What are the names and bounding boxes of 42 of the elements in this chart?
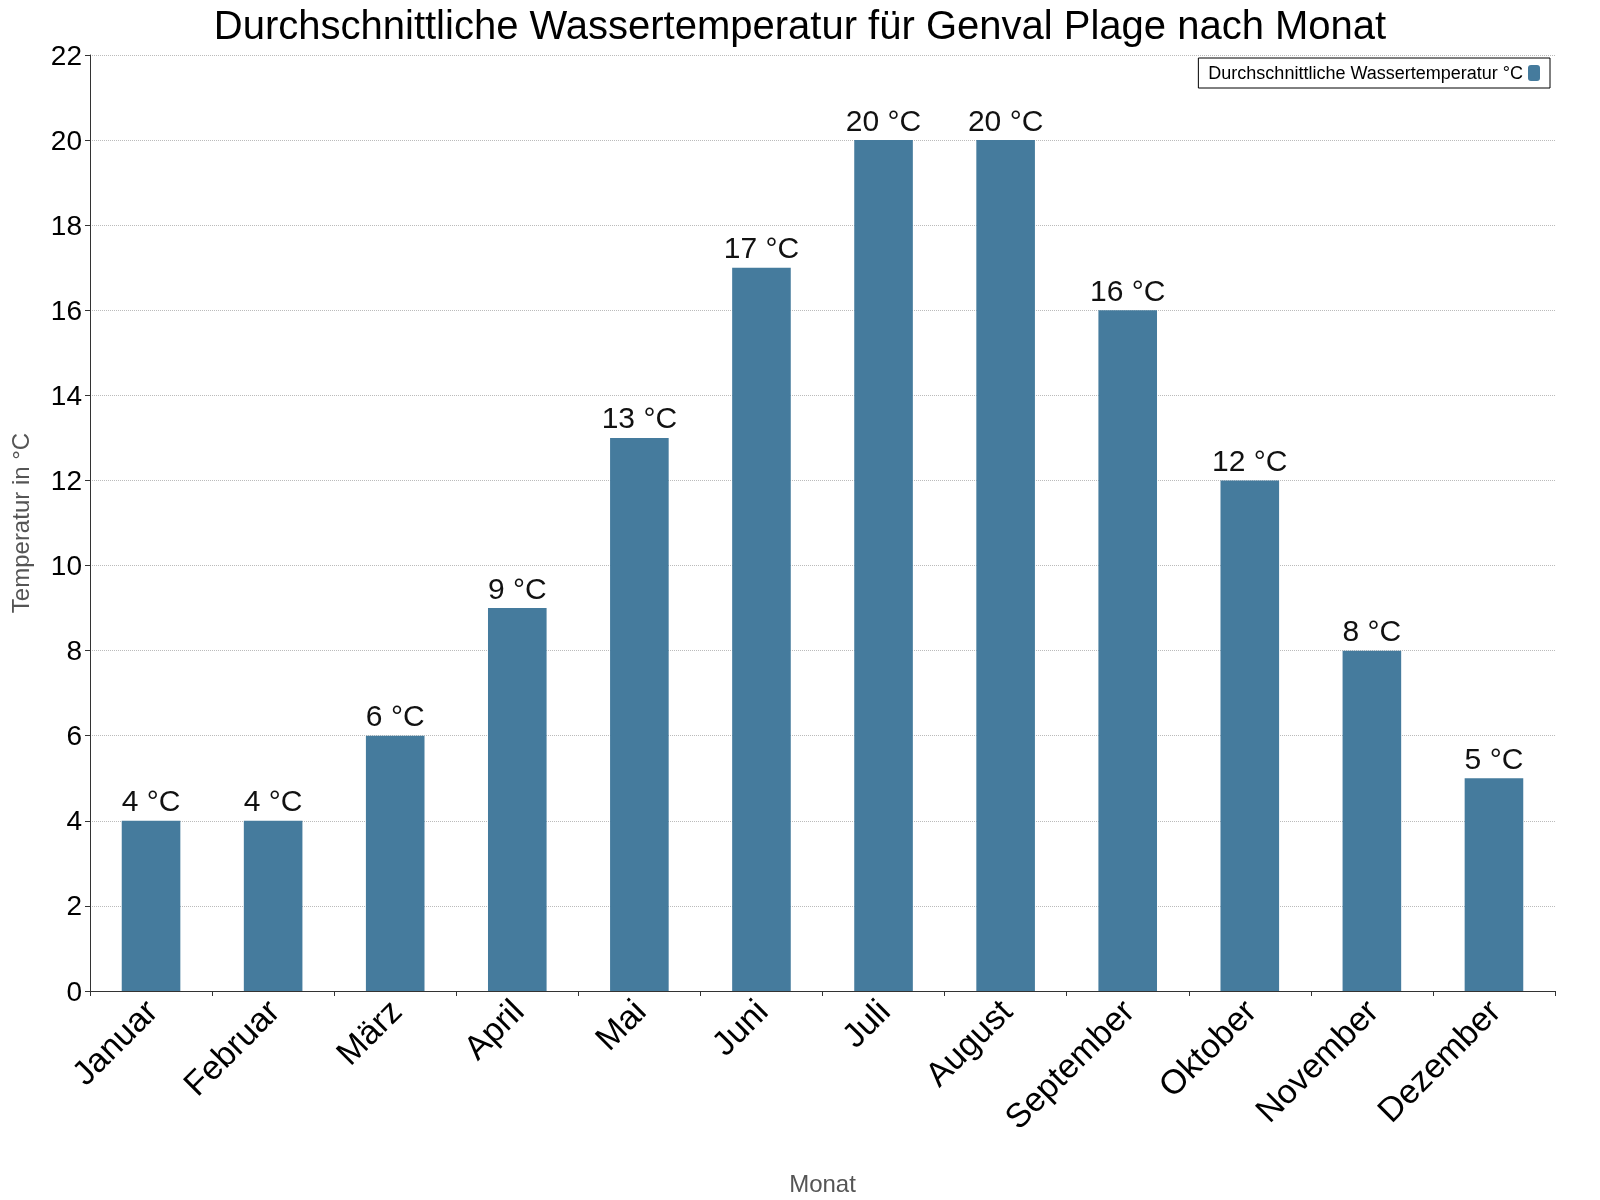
bar: [976, 140, 1035, 991]
data-label: 13 °C: [601, 401, 678, 435]
data-label: 5 °C: [1464, 741, 1524, 775]
data-label: 17 °C: [723, 231, 800, 265]
y-tick-label: 10: [50, 550, 82, 582]
y-axis-title: Temperatur in °C: [6, 432, 34, 614]
y-tick-label: 2: [66, 890, 82, 922]
bar: [365, 735, 425, 991]
y-tick-label: 16: [50, 294, 82, 326]
bar: [243, 820, 303, 991]
y-tick-label: 8: [66, 635, 82, 667]
bar: [610, 437, 669, 991]
x-tick-label: Mai: [587, 991, 653, 1058]
y-tick-label: 12: [50, 464, 82, 496]
legend-label: Durchschnittliche Wassertemperatur °C: [1208, 63, 1523, 83]
data-label: 12 °C: [1212, 443, 1288, 477]
y-tick-label: 4: [66, 805, 82, 837]
bar: [1220, 480, 1280, 991]
x-axis-title: Monat: [789, 1169, 857, 1197]
bar: [1098, 310, 1158, 991]
data-label: 20 °C: [845, 103, 922, 137]
y-tick-label: 20: [50, 124, 82, 156]
data-label: 8 °C: [1342, 614, 1402, 648]
bar: [1464, 778, 1524, 991]
bar: [1342, 650, 1402, 991]
data-label: 4 °C: [121, 784, 181, 818]
y-tick-label: 22: [50, 39, 82, 71]
bar: [732, 267, 791, 991]
chart-title: Durchschnittliche Wassertemperatur für Genval Plage nach Monat: [213, 3, 1387, 47]
data-label: 9 °C: [487, 571, 547, 605]
data-label: 4 °C: [243, 784, 303, 818]
y-tick-label: 0: [66, 975, 82, 1007]
bar: [121, 820, 181, 991]
y-tick-label: 18: [50, 209, 82, 241]
bar: [854, 140, 913, 991]
y-tick-label: 6: [66, 720, 82, 752]
data-label: 16 °C: [1090, 273, 1166, 307]
data-label: 20 °C: [967, 103, 1044, 137]
bar: [487, 608, 547, 991]
y-tick-label: 14: [50, 379, 82, 411]
x-tick-label: Juli: [834, 991, 897, 1055]
data-label: 6 °C: [365, 699, 425, 733]
